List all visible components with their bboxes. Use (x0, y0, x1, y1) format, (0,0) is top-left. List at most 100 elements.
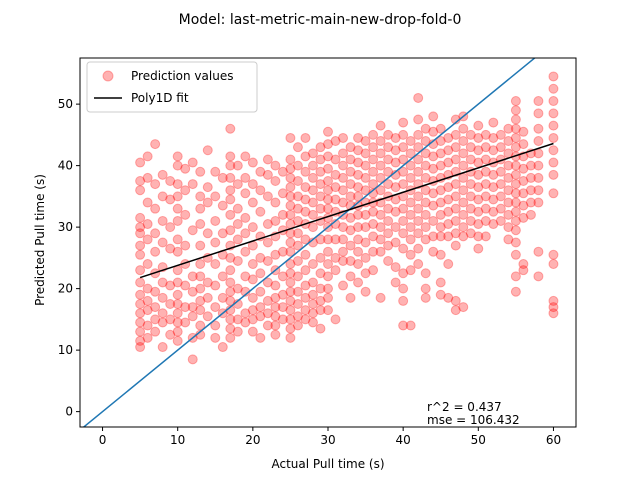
scatter-point (285, 246, 296, 257)
scatter-point (262, 320, 273, 331)
scatter-point (165, 243, 176, 254)
scatter-point (360, 252, 371, 263)
scatter-point (345, 255, 356, 266)
scatter-point (300, 314, 311, 325)
scatter-point (405, 249, 416, 260)
scatter-point (202, 145, 213, 156)
scatter-point (210, 215, 221, 226)
scatter-point (307, 197, 318, 208)
scatter-point (323, 234, 333, 245)
scatter-point (353, 209, 364, 220)
scatter-point (217, 172, 228, 183)
scatter-point (240, 188, 251, 199)
scatter-point (262, 255, 273, 266)
scatter-point (525, 172, 536, 183)
scatter-point (142, 320, 153, 331)
scatter-point (368, 206, 379, 217)
scatter-point (187, 286, 198, 297)
scatter-point (548, 132, 559, 143)
scatter-point (338, 280, 349, 291)
scatter-point (270, 311, 281, 322)
scatter-point (375, 185, 386, 196)
scatter-point (495, 166, 506, 177)
scatter-point (368, 129, 379, 140)
scatter-point (548, 96, 559, 107)
scatter-point (172, 246, 183, 257)
scatter-point (172, 215, 183, 226)
scatter-point (307, 299, 318, 309)
scatter-point (398, 283, 409, 294)
scatter-point (255, 252, 266, 263)
scatter-point (368, 154, 379, 165)
scatter-point (375, 148, 386, 159)
scatter-point (428, 215, 439, 226)
scatter-point (300, 292, 311, 303)
scatter-point (420, 136, 431, 147)
scatter-point (247, 305, 258, 316)
scatter-point (353, 182, 364, 193)
scatter-point (217, 228, 228, 239)
scatter-point (135, 265, 146, 276)
scatter-point (172, 326, 183, 337)
scatter-point (210, 259, 221, 270)
scatter-point (435, 222, 446, 233)
scatter-point (488, 219, 499, 230)
scatter-point (360, 148, 371, 159)
scatter-point (307, 185, 318, 196)
scatter-point (240, 246, 251, 257)
scatter-point (345, 292, 356, 303)
scatter-point (187, 179, 198, 190)
scatter-point (165, 222, 176, 233)
scatter-point (307, 277, 318, 288)
scatter-point (510, 188, 521, 199)
scatter-point (135, 222, 146, 233)
scatter-point (255, 206, 266, 217)
scatter-point (398, 203, 409, 214)
scatter-point (338, 234, 349, 245)
scatter-point (232, 160, 243, 171)
scatter-point (353, 259, 364, 270)
scatter-point (232, 179, 243, 190)
scatter-point (413, 92, 424, 103)
scatter-point (135, 185, 146, 196)
scatter-point (195, 240, 206, 251)
scatter-point (195, 295, 206, 306)
scatter-point (323, 203, 333, 214)
scatter-point (398, 179, 409, 190)
scatter-point (135, 228, 146, 239)
scatter-point (525, 160, 536, 171)
scatter-point (450, 295, 461, 306)
scatter-point (398, 117, 409, 128)
scatter-point (368, 166, 379, 177)
scatter-point (428, 163, 439, 174)
scatter-point (413, 259, 424, 270)
scatter-point (480, 166, 491, 177)
scatter-point (255, 311, 266, 322)
scatter-point (240, 212, 251, 223)
scatter-point (510, 179, 521, 190)
scatter-point (510, 160, 521, 171)
scatter-point (413, 191, 424, 202)
scatter-point (390, 145, 401, 156)
scatter-point (458, 222, 469, 233)
scatter-point (195, 283, 206, 294)
scatter-point (480, 179, 491, 190)
scatter-point (323, 126, 333, 137)
scatter-point (142, 219, 153, 230)
scatter-point (465, 191, 476, 202)
scatter-point (533, 197, 544, 208)
scatter-point (225, 277, 236, 288)
y-axis-label: Predicted Pull time (s) (33, 174, 47, 306)
scatter-point (360, 286, 371, 297)
scatter-point (390, 237, 401, 248)
scatter-point (300, 166, 311, 177)
scatter-point (225, 323, 236, 334)
scatter-point (135, 299, 146, 309)
scatter-point (443, 145, 454, 156)
scatter-point (292, 299, 303, 309)
scatter-point (300, 234, 311, 245)
scatter-point (488, 194, 499, 205)
scatter-point (405, 209, 416, 220)
scatter-point (405, 136, 416, 147)
scatter-point (473, 219, 484, 230)
